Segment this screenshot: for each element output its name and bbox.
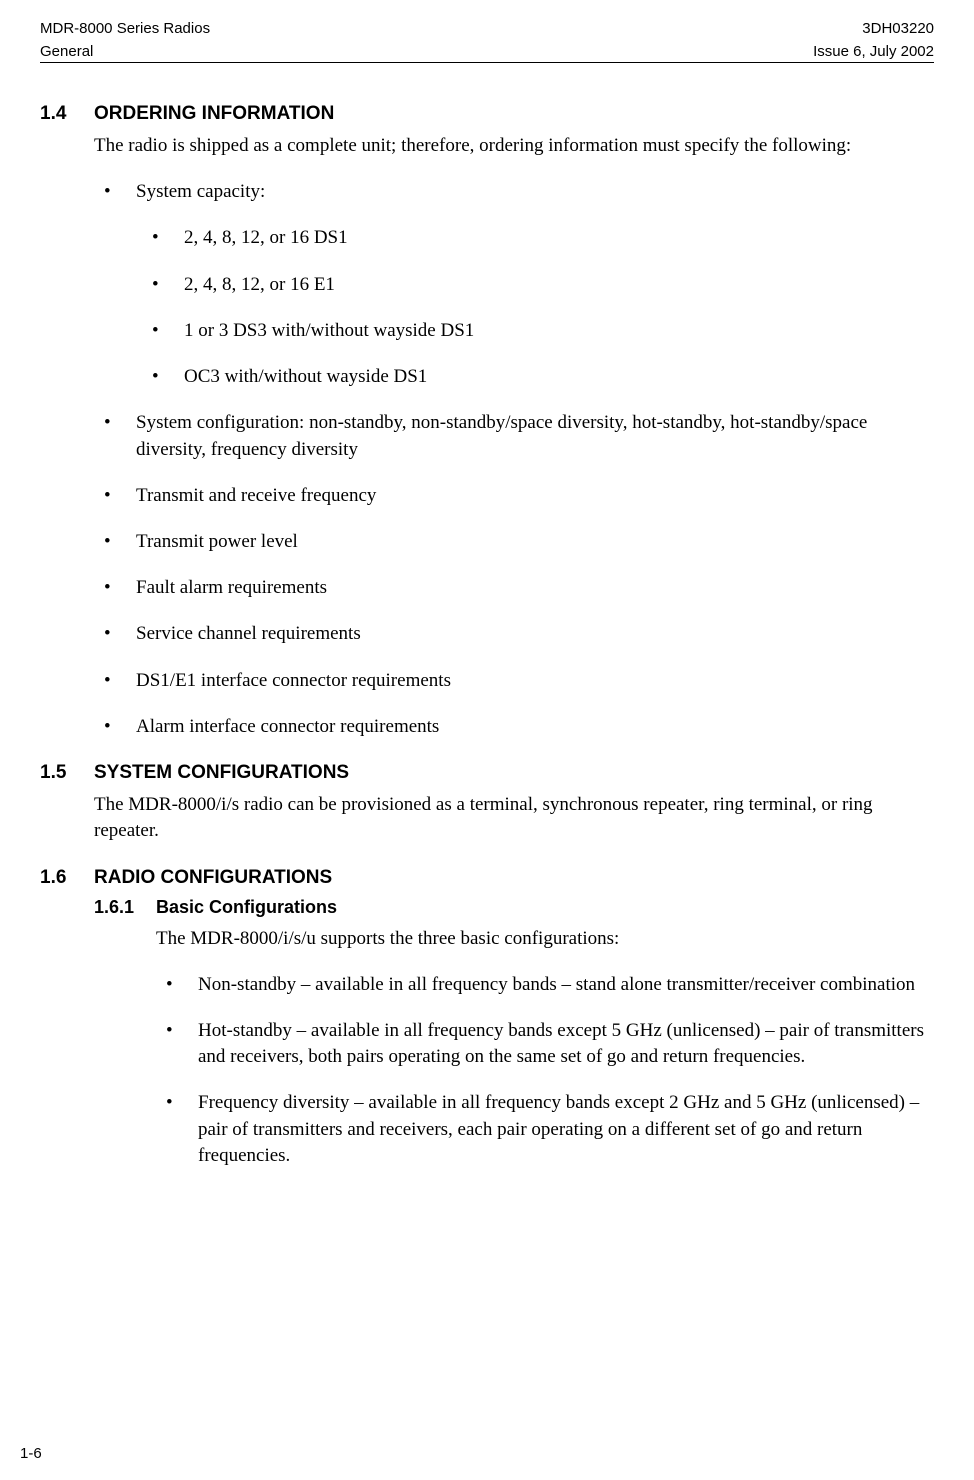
list-item: Fault alarm requirements: [94, 575, 934, 601]
list-item: Transmit power level: [94, 529, 934, 555]
bullet-sublist: 2, 4, 8, 12, or 16 DS1 2, 4, 8, 12, or 1…: [142, 225, 934, 390]
header-right-docnum: 3DH03220: [862, 20, 934, 37]
list-item: OC3 with/without wayside DS1: [142, 364, 934, 390]
list-item: Service channel requirements: [94, 621, 934, 647]
bullet-list: System capacity:: [94, 179, 934, 205]
section-title: ORDERING INFORMATION: [94, 103, 334, 125]
section-body: The MDR-8000/i/s radio can be provisione…: [94, 792, 934, 844]
list-item: 1 or 3 DS3 with/without wayside DS1: [142, 318, 934, 344]
section-num: 1.5: [40, 762, 94, 784]
list-item: 2, 4, 8, 12, or 16 E1: [142, 272, 934, 298]
header-divider: [40, 62, 934, 63]
list-item: Hot-standby – available in all frequency…: [156, 1018, 934, 1070]
bullet-list: System configuration: non-standby, non-s…: [94, 410, 934, 740]
page-header-row2: General Issue 6, July 2002: [40, 43, 934, 60]
list-item: Frequency diversity – available in all f…: [156, 1090, 934, 1169]
section-heading-1-4: 1.4 ORDERING INFORMATION: [40, 103, 934, 125]
section-heading-1-6: 1.6 RADIO CONFIGURATIONS: [40, 867, 934, 889]
section-num: 1.6: [40, 867, 94, 889]
header-left-title: MDR-8000 Series Radios: [40, 20, 210, 37]
list-item: System configuration: non-standby, non-s…: [94, 410, 934, 462]
subsection-intro: The MDR-8000/i/s/u supports the three ba…: [156, 926, 934, 952]
list-item: System capacity:: [94, 179, 934, 205]
subsection-num: 1.6.1: [94, 897, 156, 918]
section-intro: The radio is shipped as a complete unit;…: [94, 133, 934, 159]
bullet-list: Non-standby – available in all frequency…: [156, 972, 934, 1169]
section-title: SYSTEM CONFIGURATIONS: [94, 762, 349, 784]
list-item: Non-standby – available in all frequency…: [156, 972, 934, 998]
section-num: 1.4: [40, 103, 94, 125]
list-item: Alarm interface connector requirements: [94, 714, 934, 740]
header-left-subtitle: General: [40, 43, 93, 60]
section-1-6: 1.6 RADIO CONFIGURATIONS 1.6.1 Basic Con…: [40, 867, 934, 1170]
section-1-4: 1.4 ORDERING INFORMATION The radio is sh…: [40, 103, 934, 740]
subsection-title: Basic Configurations: [156, 897, 337, 918]
header-right-issue: Issue 6, July 2002: [813, 43, 934, 60]
page-header-row1: MDR-8000 Series Radios 3DH03220: [40, 20, 934, 37]
list-item: 2, 4, 8, 12, or 16 DS1: [142, 225, 934, 251]
list-item: DS1/E1 interface connector requirements: [94, 668, 934, 694]
list-item: Transmit and receive frequency: [94, 483, 934, 509]
section-1-5: 1.5 SYSTEM CONFIGURATIONS The MDR-8000/i…: [40, 762, 934, 844]
section-heading-1-5: 1.5 SYSTEM CONFIGURATIONS: [40, 762, 934, 784]
subsection-heading-1-6-1: 1.6.1 Basic Configurations: [94, 897, 934, 918]
section-title: RADIO CONFIGURATIONS: [94, 867, 332, 889]
page-number: 1-6: [20, 1445, 42, 1462]
